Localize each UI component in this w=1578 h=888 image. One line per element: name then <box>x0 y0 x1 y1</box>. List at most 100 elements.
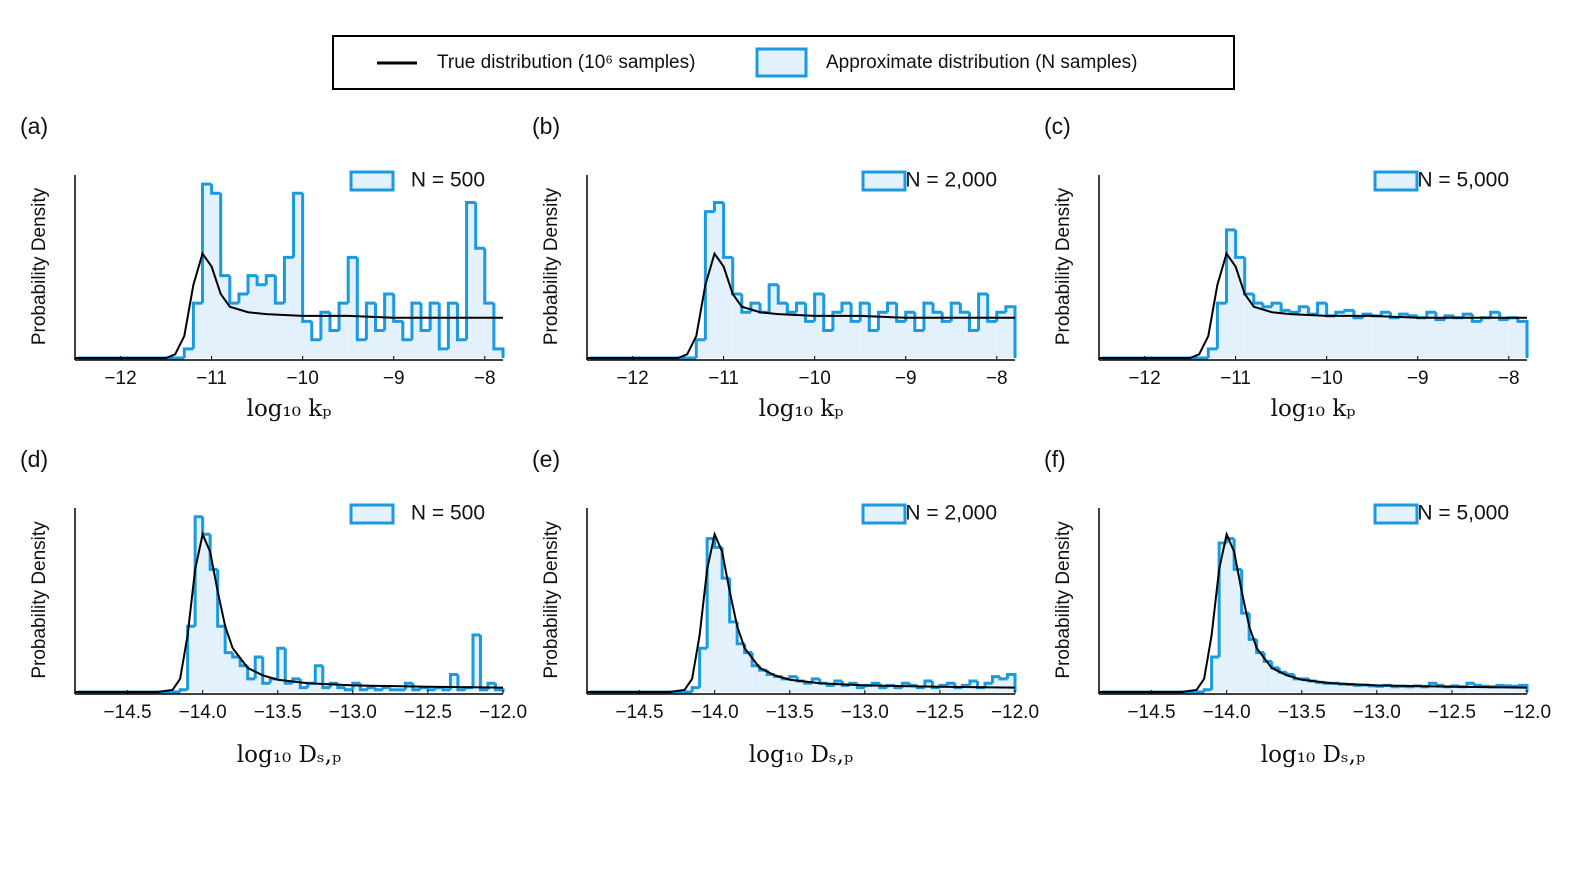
histogram-step <box>392 293 403 323</box>
histogram-bar <box>1344 310 1354 358</box>
histogram-step <box>1210 655 1220 690</box>
histogram-step <box>428 301 440 331</box>
x-tick-label: −12.0 <box>1503 702 1551 723</box>
histogram-bar <box>1406 686 1415 692</box>
histogram-step <box>694 338 706 358</box>
histogram-step <box>712 200 724 212</box>
histogram-bar <box>1335 312 1345 358</box>
histogram-bar <box>493 348 503 358</box>
histogram-step <box>1316 301 1327 315</box>
histogram-bar <box>774 676 783 692</box>
legend-swatch <box>861 503 907 525</box>
histogram-step <box>465 200 476 340</box>
histogram-bar <box>1353 317 1364 358</box>
histogram-bar <box>229 303 239 358</box>
histogram-bar <box>1519 685 1527 692</box>
histogram-step <box>411 683 421 692</box>
histogram-bar <box>421 330 431 358</box>
histogram-bar <box>1414 685 1422 692</box>
histogram-step <box>1288 310 1300 314</box>
histogram-step <box>1489 310 1500 318</box>
histogram-bar <box>1279 672 1287 692</box>
histogram-step <box>456 674 466 692</box>
histogram-bar <box>796 303 806 358</box>
histogram-step <box>983 681 993 688</box>
legend-swatch <box>1373 170 1419 192</box>
histogram-bar <box>1217 303 1227 358</box>
histogram-bar <box>1326 315 1336 358</box>
histogram-step <box>321 665 331 690</box>
histogram-step <box>337 301 349 331</box>
histogram-bar <box>320 312 330 358</box>
histogram-bar <box>819 683 828 692</box>
histogram-bar <box>367 687 376 692</box>
histogram-step <box>690 686 700 692</box>
y-axis-label: Probability Density <box>29 521 50 679</box>
histogram-step <box>1270 301 1282 307</box>
histogram-bar <box>450 674 458 692</box>
histogram-bar <box>348 257 358 358</box>
histogram-bar <box>382 687 391 692</box>
histogram-step <box>1498 312 1509 322</box>
histogram-step <box>908 683 918 687</box>
histogram-bar <box>300 687 308 692</box>
panel-label: (f) <box>1044 446 1066 472</box>
histogram-bar <box>193 303 203 358</box>
histogram-bar <box>760 312 770 358</box>
histogram-bar <box>1346 684 1355 692</box>
histogram-step <box>228 275 239 305</box>
histogram-bar <box>337 687 346 692</box>
histogram-bar <box>1369 685 1377 692</box>
histogram-bar <box>1384 685 1392 692</box>
histogram-step <box>343 687 353 692</box>
true-distribution-line <box>1099 531 1528 693</box>
histogram-step <box>419 303 431 333</box>
histogram-step <box>1261 303 1273 309</box>
x-axis-label: log₁₀ kₚ <box>759 396 844 422</box>
histogram-step <box>446 301 458 349</box>
histogram-step <box>455 303 467 342</box>
histogram-bar <box>1489 686 1497 692</box>
histogram-bar <box>484 303 494 358</box>
histogram-bar <box>1331 683 1340 692</box>
histogram-step <box>210 184 221 195</box>
histogram-step <box>282 255 294 304</box>
histogram-bar <box>1436 685 1445 692</box>
legend-swatch <box>349 170 395 192</box>
histogram-bar <box>202 534 211 692</box>
x-tick-label: −14.0 <box>691 702 739 723</box>
histogram-step <box>388 687 398 692</box>
histogram-step <box>923 679 933 688</box>
histogram-bar <box>732 293 742 358</box>
histogram-step <box>1279 303 1291 312</box>
histogram-bar <box>1408 315 1418 358</box>
histogram-step <box>255 275 267 287</box>
histogram-bar <box>1372 315 1382 358</box>
histogram-step <box>366 686 376 690</box>
histogram-bar <box>841 303 852 358</box>
histogram-bar <box>1226 229 1236 358</box>
histogram-step <box>193 515 203 627</box>
histogram-step <box>328 681 338 688</box>
histogram-bar <box>330 683 338 692</box>
histogram-bar <box>1391 686 1400 692</box>
histogram-bar <box>769 284 779 358</box>
histogram-bar <box>954 687 963 692</box>
histogram-step <box>1425 310 1436 318</box>
histogram-bar <box>405 683 413 692</box>
histogram-bar <box>466 202 476 358</box>
histogram-bar <box>778 303 788 358</box>
x-tick-label: −13.0 <box>841 702 889 723</box>
histogram-bar <box>322 687 331 692</box>
histogram-bar <box>812 678 820 692</box>
histogram-bar <box>352 683 361 692</box>
histogram-bar <box>1005 306 1015 358</box>
x-tick-label: −10 <box>287 368 319 389</box>
x-tick-label: −11 <box>1220 368 1251 389</box>
histogram-bar <box>759 670 768 692</box>
histogram-bar <box>902 683 910 692</box>
histogram-step <box>355 257 367 342</box>
histogram-bar <box>1264 661 1272 692</box>
histogram-step <box>1215 301 1227 349</box>
histogram-bar <box>195 516 203 692</box>
